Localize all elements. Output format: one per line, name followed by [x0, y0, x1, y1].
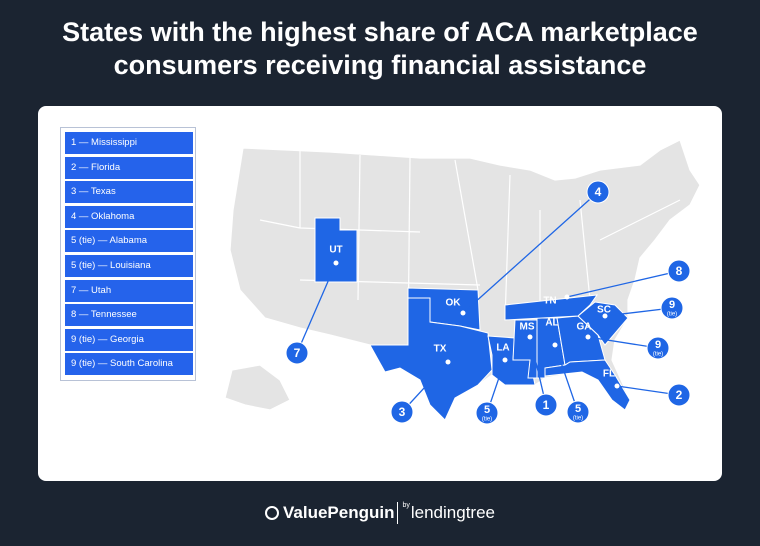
rank-bubble: [566, 400, 590, 424]
state-dot: [502, 357, 508, 363]
rank-note: (tie): [653, 352, 663, 358]
legend: 1 — Mississippi 2 — Florida 3 — Texas 4 — O…: [60, 127, 196, 381]
legend-item: 5 (tie) — Louisiana: [65, 254, 193, 277]
state-sc: [577, 301, 629, 346]
footer: ValuePenguin bylendingtree: [0, 502, 760, 524]
state-label: FL: [603, 369, 615, 380]
rank-bubble: [534, 393, 558, 417]
leader-line: [529, 336, 547, 406]
leader-line: [587, 336, 659, 349]
leader-line: [554, 344, 579, 413]
legend-item: 3 — Texas: [65, 181, 193, 204]
state-dot: [602, 313, 608, 319]
rank-bubble: [646, 336, 670, 360]
rank-label: 9: [669, 299, 675, 311]
legend-item: 4 — Oklahoma: [65, 205, 193, 228]
rank-label: 3: [399, 405, 406, 419]
state-dot: [460, 310, 466, 316]
rank-bubble: [667, 383, 691, 407]
state-tx: [369, 297, 493, 421]
state-label: AL: [545, 318, 558, 329]
state-dot: [552, 342, 558, 348]
state-label: TN: [543, 296, 556, 307]
state-label: SC: [597, 305, 611, 316]
legend-item: 9 (tie) — Georgia: [65, 328, 193, 351]
state-label: UT: [329, 245, 342, 256]
partner: lendingtree: [410, 503, 495, 522]
rank-label: 8: [676, 264, 683, 278]
state-dot: [585, 334, 591, 340]
state-dot: [527, 334, 533, 340]
title: States with the highest share of ACA mar…: [62, 17, 698, 80]
state-label: LA: [496, 343, 509, 354]
legend-item: 8 — Tennessee: [65, 304, 193, 327]
rank-bubble: [390, 400, 414, 424]
state-dot: [614, 383, 620, 389]
rank-label: 5: [575, 403, 581, 415]
rank-bubble: [586, 180, 610, 204]
state-dot: [564, 294, 570, 300]
rank-bubble: [667, 259, 691, 283]
leader-line: [462, 191, 599, 314]
legend-item: 1 — Mississippi: [65, 132, 193, 154]
state-dot: [333, 260, 339, 266]
legend-item: 7 — Utah: [65, 279, 193, 302]
leader-line: [296, 262, 337, 354]
state-fl: [544, 359, 631, 411]
legend-item: 5 (tie) — Alabama: [65, 230, 193, 253]
highlighted-states: [314, 217, 631, 421]
brand: ValuePenguin: [282, 503, 395, 522]
legend-item: 2 — Florida: [65, 156, 193, 179]
rank-note: (tie): [482, 417, 492, 423]
by: by: [402, 502, 410, 509]
rank-bubble: [475, 401, 499, 425]
rank-label: 5: [484, 404, 490, 416]
rank-label: 2: [676, 388, 683, 402]
rank-label: 7: [294, 346, 301, 360]
rank-label: 4: [595, 185, 602, 199]
rank-label: 9: [655, 339, 661, 351]
divider: [397, 502, 399, 524]
rank-bubble: [285, 341, 309, 365]
leader-line: [566, 270, 680, 298]
rank-bubble: [660, 296, 684, 320]
state-label: MS: [520, 322, 535, 333]
state-label: GA: [577, 322, 592, 333]
state-ut: [314, 217, 358, 283]
state-label: OK: [446, 298, 462, 309]
state-tn: [504, 294, 599, 321]
rank-label: 1: [543, 398, 550, 412]
rank-note: (tie): [667, 312, 677, 318]
state-dot: [445, 359, 451, 365]
legend-item: 9 (tie) — South Carolina: [65, 353, 193, 376]
rank-note: (tie): [573, 416, 583, 422]
logo-icon: [264, 506, 279, 520]
state-label: TX: [434, 344, 447, 355]
markers: UT7OK4TX3LA5(tie)MS1AL5(tie)FL2GA9(tie)S…: [285, 180, 691, 425]
